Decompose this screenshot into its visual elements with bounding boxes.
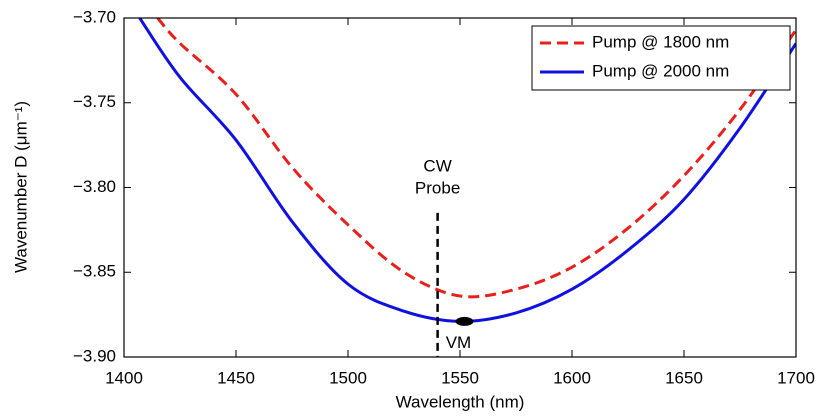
x-axis-label: Wavelength (nm) [396, 392, 525, 411]
x-tick-label: 1500 [329, 368, 367, 387]
plot-frame [123, 17, 797, 358]
y-tick-label: −3.75 [73, 92, 116, 111]
x-tick-label: 1700 [777, 368, 815, 387]
legend-label: Pump @ 2000 nm [592, 61, 729, 80]
legend-label: Pump @ 1800 nm [592, 32, 729, 51]
x-tick-label: 1450 [217, 368, 255, 387]
legend-box [531, 25, 791, 91]
line-series [156, 18, 796, 299]
x-tick-label: 1600 [553, 368, 591, 387]
probe-label: CW [423, 156, 451, 175]
vm-label: VM [446, 333, 472, 352]
vm-marker [455, 316, 474, 326]
y-tick-label: −3.85 [73, 262, 116, 281]
y-tick-label: −3.90 [73, 346, 116, 365]
y-axis-label: Wavenumber D (μm⁻¹) [11, 101, 30, 273]
x-tick-label: 1550 [441, 368, 479, 387]
probe-label: Probe [415, 178, 460, 197]
x-tick-label: 1650 [665, 368, 703, 387]
x-tick-label: 1400 [105, 368, 143, 387]
y-tick-label: −3.70 [73, 7, 116, 26]
y-tick-label: −3.80 [73, 177, 116, 196]
